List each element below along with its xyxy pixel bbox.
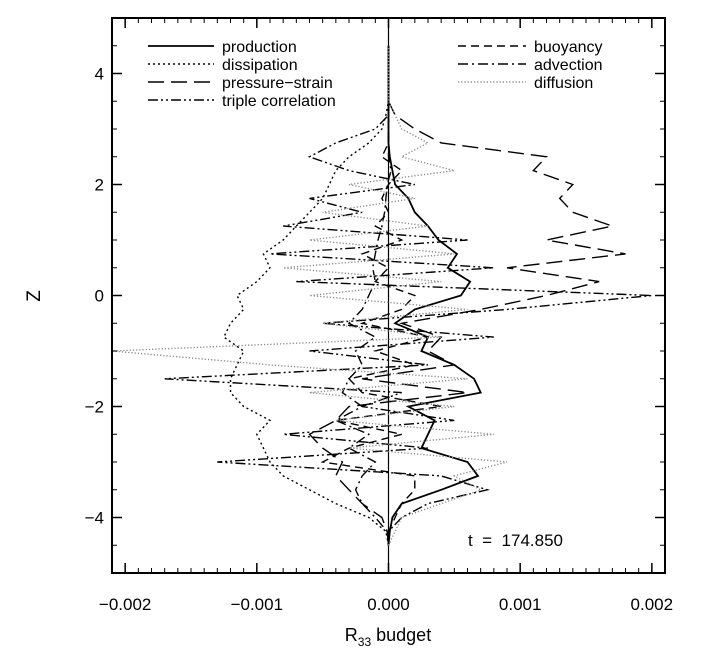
y-axis-label: Z — [24, 290, 45, 302]
legend-entry: buoyancy — [534, 39, 603, 56]
x-axis-label-main: R — [345, 625, 358, 645]
x-axis-label-suffix: budget — [371, 625, 431, 645]
legend-entry: triple correlation — [222, 93, 336, 110]
y-tick-label: 2 — [95, 176, 104, 195]
data-curves — [111, 18, 652, 573]
series-advection — [334, 45, 392, 546]
legend: productiondissipationpressure−straintrip… — [148, 39, 603, 110]
axis-ticks: −0.002 −0.001 0.000 0.001 0.002 −4 −2 0 2 4 — [85, 17, 674, 614]
series-buoyancy — [320, 45, 442, 546]
series-dissipation — [223, 45, 390, 546]
time-annotation: t = 174.850 — [468, 531, 563, 550]
x-tick-label: −0.001 — [231, 595, 283, 614]
legend-entry: advection — [534, 57, 603, 74]
legend-entry: pressure−strain — [222, 75, 333, 92]
x-tick-label: −0.002 — [99, 595, 151, 614]
x-tick-label: 0.002 — [631, 595, 674, 614]
y-tick-label: 4 — [95, 65, 104, 84]
y-tick-label: −2 — [85, 398, 104, 417]
x-tick-label: 0.001 — [499, 595, 542, 614]
x-axis-label: R33 budget — [345, 625, 431, 649]
series-diffusion — [111, 45, 508, 546]
legend-entry: diffusion — [534, 75, 593, 92]
y-tick-label: 0 — [95, 287, 104, 306]
series-pressure-strain — [308, 45, 626, 546]
x-axis-label-subscript: 33 — [358, 635, 372, 649]
legend-entry: production — [222, 39, 297, 56]
series-triple-correlation — [164, 45, 652, 546]
y-tick-label: −4 — [85, 509, 104, 528]
legend-entry: dissipation — [222, 57, 298, 74]
x-tick-label: 0.000 — [367, 595, 410, 614]
